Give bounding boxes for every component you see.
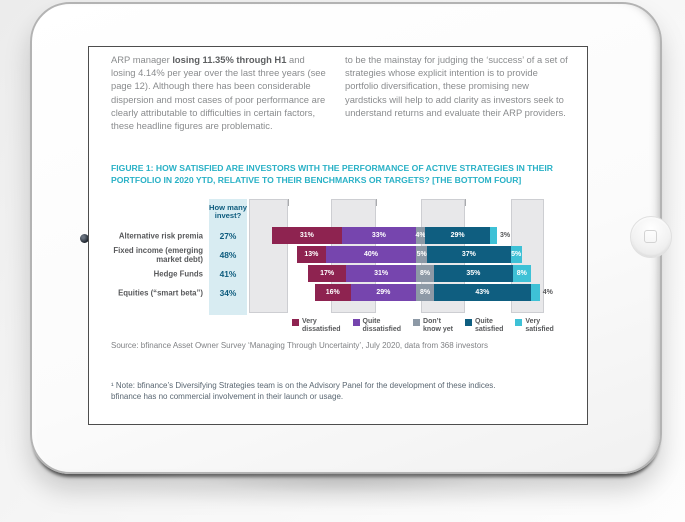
category-label: Alternative risk premia xyxy=(118,231,203,240)
bar-segment: 35% xyxy=(434,265,513,282)
aside-value: 41% xyxy=(219,268,237,279)
intro-bold-run: losing 11.35% through H1 xyxy=(172,54,287,65)
bar-value-label: 37% xyxy=(461,251,476,258)
bar-value-label: 29% xyxy=(376,289,391,296)
bar-segment: 13% xyxy=(296,246,326,263)
home-button-square-icon xyxy=(644,230,657,243)
bar-segment: 5% xyxy=(416,246,428,263)
grid-tick xyxy=(288,199,289,206)
legend-swatch xyxy=(352,319,360,326)
bar-value-label: 35% xyxy=(466,270,481,277)
footnote-line2: bfinance has no commercial involvement i… xyxy=(111,391,344,401)
document-page: ARP manager losing 11.35% through H1 and… xyxy=(88,46,588,425)
category-label: Hedge Funds xyxy=(153,269,203,278)
legend-item: Don’t know yet xyxy=(413,318,453,335)
chart-aside-column: How many invest? 27% 48% 41% 34% xyxy=(209,199,247,315)
chart-plot: 31% 33% 4% 29% 3% 13% 40% 5% 37% 5% 17% 31% 8% 35% 8% 1… xyxy=(248,199,553,315)
legend-label: Very satisfied xyxy=(525,318,554,334)
grid-tick xyxy=(465,199,466,206)
bar-value-label: 17% xyxy=(320,270,335,277)
footnote: ¹ Note: bfinance’s Diversifying Strategi… xyxy=(111,381,571,402)
bar-value-label: 5% xyxy=(511,251,522,258)
bar-value-label: 31% xyxy=(299,232,314,239)
bar-segment: 29% xyxy=(350,284,416,301)
figure-title-line1: FIGURE 1: HOW SATISFIED ARE INVESTORS WI… xyxy=(111,163,553,173)
aside-column-header: How many invest? xyxy=(209,203,247,221)
chart-legend: Very dissatisfied Quite dissatisfied Don’t kn… xyxy=(292,318,554,335)
legend-item: Quite satisfied xyxy=(464,318,504,335)
grid-band xyxy=(249,199,288,313)
bar-value-label: 31% xyxy=(374,270,389,277)
bar-segment: 33% xyxy=(341,227,416,244)
bar-value-label: 43% xyxy=(475,289,490,296)
home-button xyxy=(630,216,672,258)
intro-right-paragraph: to be the mainstay for judging the ‘succ… xyxy=(345,54,568,118)
bar-value-label: 8% xyxy=(516,270,527,277)
bar-value-label: 8% xyxy=(419,289,431,296)
intro-text-run: ARP manager xyxy=(111,54,173,65)
bar-segment: 16% xyxy=(314,284,351,301)
bar-segment: 43% xyxy=(434,284,531,301)
footnote-line1: ¹ Note: bfinance’s Diversifying Strategi… xyxy=(111,381,496,390)
aside-value: 27% xyxy=(219,230,237,241)
aside-value: 34% xyxy=(219,287,237,298)
bar-value-label: 8% xyxy=(419,270,431,277)
bar-segment xyxy=(490,227,497,244)
legend-swatch xyxy=(413,319,421,326)
figure-title: FIGURE 1: HOW SATISFIED ARE INVESTORS WI… xyxy=(111,163,585,186)
category-label: Fixed income (emerging market debt) xyxy=(113,245,203,264)
bar-segment: 5% xyxy=(510,246,522,263)
bar-segment: 31% xyxy=(272,227,342,244)
intro-text-run: and losing 4.14% per year over the last … xyxy=(111,54,326,132)
legend-swatch xyxy=(515,319,523,326)
bar-value-label: 4% xyxy=(415,232,426,239)
bar-segment: 40% xyxy=(326,246,416,263)
aside-value: 48% xyxy=(219,249,237,260)
intro-left-paragraph: ARP manager losing 11.35% through H1 and… xyxy=(111,53,331,132)
bar-segment: 4% xyxy=(415,227,426,244)
legend-item: Very dissatisfied xyxy=(292,318,341,335)
bar-value-label: 5% xyxy=(416,251,427,258)
legend-label: Quite satisfied xyxy=(474,318,504,334)
bar-segment: 17% xyxy=(308,265,347,282)
bar-segment: 8% xyxy=(512,265,531,282)
bar-segment: 37% xyxy=(427,246,511,263)
legend-label: Very dissatisfied xyxy=(302,318,341,334)
chart-category-labels: Alternative risk premia Fixed income (eme… xyxy=(89,199,203,315)
bar-value-label: 29% xyxy=(450,232,465,239)
tablet-frame: ARP manager losing 11.35% through H1 and… xyxy=(30,2,672,474)
tablet-reflection xyxy=(30,473,658,522)
legend-label: Don’t know yet xyxy=(423,318,453,334)
bar-value-label: 33% xyxy=(371,232,386,239)
bar-value-label: 40% xyxy=(363,251,378,258)
bar-segment: 29% xyxy=(425,227,491,244)
bar-segment: 31% xyxy=(346,265,416,282)
legend-label: Quite dissatisfied xyxy=(362,318,402,334)
source-text: Source: bfinance Asset Owner Survey ‘Man… xyxy=(111,341,488,350)
camera-icon xyxy=(80,234,89,243)
category-label: Equities (“smart beta”) xyxy=(118,288,203,297)
bar-segment: 8% xyxy=(416,284,434,301)
bar-value-label: 16% xyxy=(325,289,340,296)
legend-item: Very satisfied xyxy=(515,318,554,335)
legend-item: Quite dissatisfied xyxy=(352,318,402,335)
bar-value-label-outside: 3% xyxy=(500,232,511,239)
legend-swatch xyxy=(464,319,472,326)
bar-segment xyxy=(530,284,540,301)
grid-tick xyxy=(376,199,377,206)
bar-value-label: 13% xyxy=(304,251,319,258)
bar-segment: 8% xyxy=(416,265,434,282)
bar-value-label-outside: 4% xyxy=(542,289,553,296)
figure-title-line2: PORTFOLIO IN 2020 YTD, RELATIVE TO THEIR… xyxy=(111,174,522,185)
legend-swatch xyxy=(292,319,299,326)
